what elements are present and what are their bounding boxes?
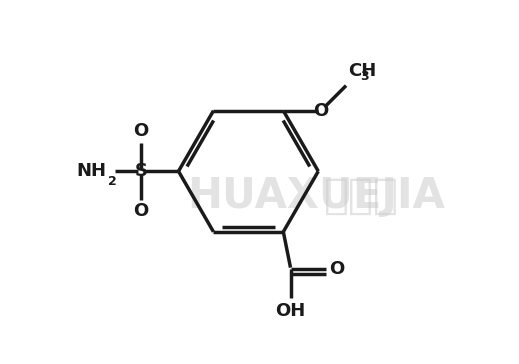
Text: CH: CH (348, 62, 376, 79)
Text: NH: NH (77, 162, 107, 180)
Text: OH: OH (276, 302, 306, 320)
Text: 化学加: 化学加 (324, 175, 399, 217)
Text: O: O (313, 102, 329, 120)
Text: HUAXUEJIA: HUAXUEJIA (187, 175, 445, 217)
Text: O: O (133, 122, 148, 141)
Text: 2: 2 (107, 175, 116, 188)
Text: 3: 3 (360, 70, 368, 83)
Text: O: O (329, 260, 345, 278)
Text: S: S (134, 162, 147, 180)
Text: O: O (133, 202, 148, 220)
